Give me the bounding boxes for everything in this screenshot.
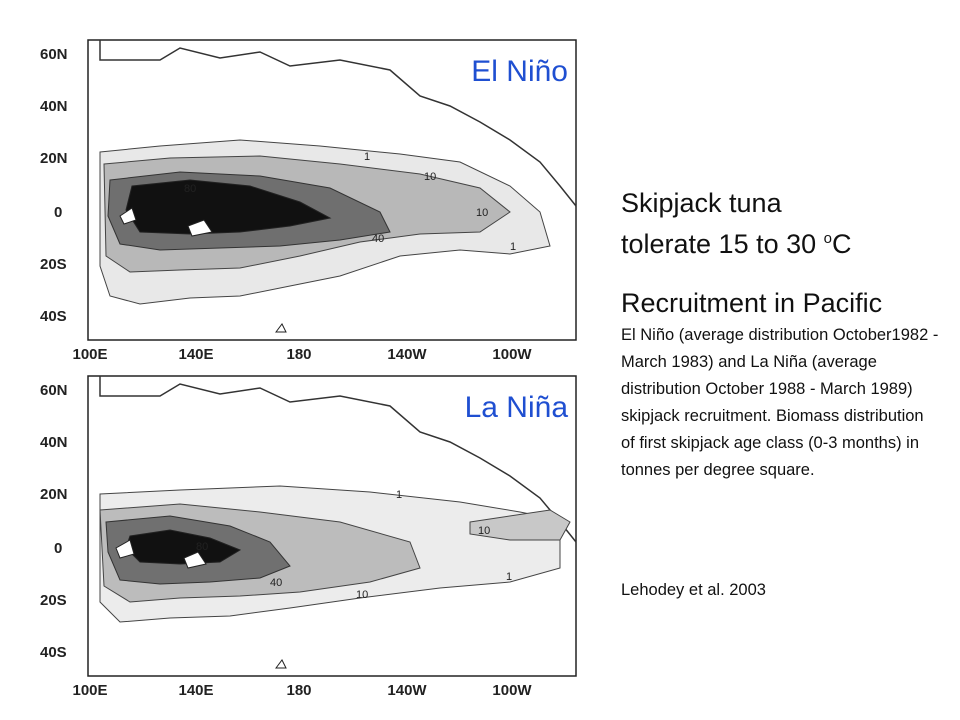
contour-label: 80 (184, 183, 196, 195)
north-coastline (99, 376, 577, 543)
contour-labels: 80 40 10 1 10 1 (196, 489, 512, 601)
figure-caption: El Niño (average distribution October198… (621, 326, 939, 479)
contour-label: 1 (364, 151, 370, 163)
lat-label: 60N (40, 382, 68, 399)
island (275, 323, 287, 333)
contour-label: 10 (476, 207, 488, 219)
lon-label: 100W (492, 682, 532, 699)
lon-label: 140W (387, 682, 427, 699)
lat-label: 20S (40, 256, 67, 273)
lat-label: 20S (40, 592, 67, 609)
lat-label: 60N (40, 46, 68, 63)
temperature-heading: Skipjack tuna tolerate 15 to 30 oC (621, 186, 941, 262)
contour-label: 40 (372, 233, 384, 245)
el-nino-title: El Niño (467, 54, 572, 90)
contour-label: 80 (196, 541, 208, 553)
contour-label: 40 (270, 577, 282, 589)
unit-text: C (832, 229, 852, 259)
lon-label: 140E (178, 346, 214, 363)
lat-label: 0 (54, 540, 63, 557)
island (187, 219, 213, 237)
island (183, 551, 207, 569)
lat-label: 40N (40, 434, 68, 451)
recruitment-heading: Recruitment in Pacific (621, 288, 883, 318)
north-coastline (99, 40, 577, 207)
la-nina-map: 80 40 10 1 10 1 (87, 375, 577, 677)
el-nino-map: 80 40 10 1 10 1 (87, 39, 577, 341)
lon-label: 140E (178, 682, 214, 699)
contour-label: 1 (510, 241, 516, 253)
contour-label: 1 (506, 571, 512, 583)
species-line: Skipjack tuna (621, 188, 782, 218)
tolerance-line: tolerate 15 to 30 oC (621, 221, 941, 262)
citation: Lehodey et al. 2003 (621, 581, 766, 599)
la-nina-title: La Niña (460, 390, 572, 426)
lon-label: 180 (286, 346, 312, 363)
contour-80-region (125, 179, 332, 235)
lat-label: 40S (40, 308, 67, 325)
lon-label: 100E (72, 346, 108, 363)
lat-label: 20N (40, 486, 68, 503)
island (275, 659, 287, 669)
island (119, 207, 137, 225)
lat-label: 20N (40, 150, 68, 167)
la-nina-map-panel: 60N 40N 20N 0 20S 40S 80 40 10 1 10 1 La… (40, 372, 580, 712)
contour-label: 10 (424, 171, 436, 183)
tolerance-text: tolerate 15 to 30 (621, 229, 824, 259)
east-patch (469, 509, 571, 541)
contour-label: 10 (356, 589, 368, 601)
lon-label: 100E (72, 682, 108, 699)
lon-label: 140W (387, 346, 427, 363)
contour-label: 1 (396, 489, 402, 501)
lon-label: 100W (492, 346, 532, 363)
island (115, 539, 135, 559)
degree-superscript: o (823, 230, 832, 247)
lat-label: 0 (54, 204, 63, 221)
lat-label: 40S (40, 644, 67, 661)
contour-label: 10 (478, 525, 490, 537)
lat-label: 40N (40, 98, 68, 115)
contour-labels: 80 40 10 1 10 1 (184, 151, 516, 253)
el-nino-map-panel: 60N 40N 20N 0 20S 40S 80 40 10 1 10 1 El… (40, 36, 580, 376)
lon-label: 180 (286, 682, 312, 699)
